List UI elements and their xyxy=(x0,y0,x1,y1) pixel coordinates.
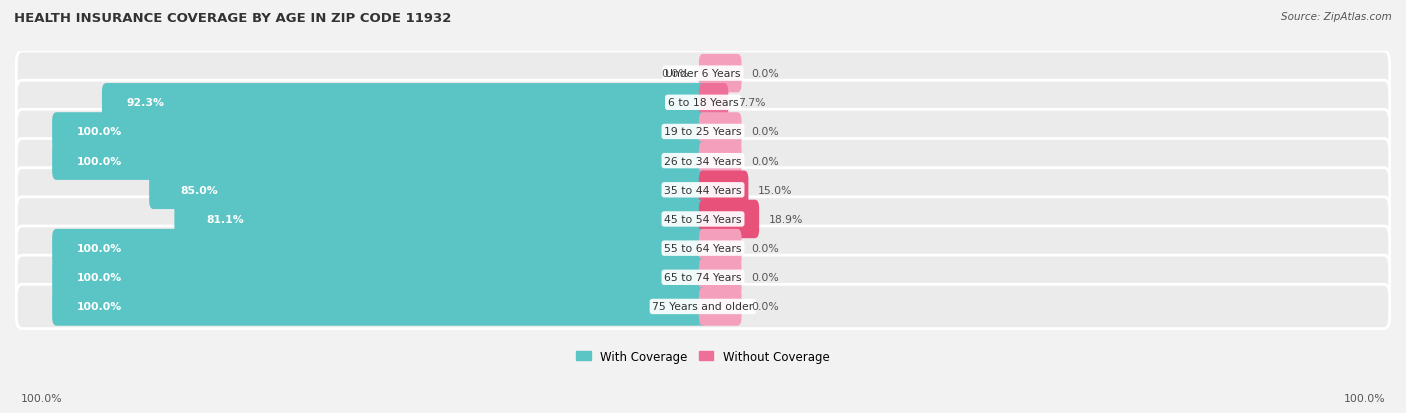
Text: Source: ZipAtlas.com: Source: ZipAtlas.com xyxy=(1281,12,1392,22)
Text: 100.0%: 100.0% xyxy=(1343,393,1385,403)
Text: 75 Years and older: 75 Years and older xyxy=(652,302,754,312)
Text: 92.3%: 92.3% xyxy=(127,98,165,108)
FancyBboxPatch shape xyxy=(699,113,741,151)
FancyBboxPatch shape xyxy=(699,171,748,209)
Text: 0.0%: 0.0% xyxy=(661,69,689,79)
FancyBboxPatch shape xyxy=(17,52,1389,96)
Text: 45 to 54 Years: 45 to 54 Years xyxy=(664,214,742,224)
Text: 7.7%: 7.7% xyxy=(738,98,765,108)
Text: 100.0%: 100.0% xyxy=(21,393,63,403)
Text: 100.0%: 100.0% xyxy=(77,273,122,282)
Text: 0.0%: 0.0% xyxy=(751,302,779,312)
FancyBboxPatch shape xyxy=(52,229,707,268)
Text: 81.1%: 81.1% xyxy=(207,214,243,224)
FancyBboxPatch shape xyxy=(17,256,1389,300)
Text: 85.0%: 85.0% xyxy=(181,185,218,195)
FancyBboxPatch shape xyxy=(17,168,1389,212)
Text: 0.0%: 0.0% xyxy=(751,127,779,137)
Text: 0.0%: 0.0% xyxy=(751,244,779,254)
Text: 18.9%: 18.9% xyxy=(769,214,803,224)
Text: Under 6 Years: Under 6 Years xyxy=(665,69,741,79)
Text: 100.0%: 100.0% xyxy=(77,302,122,312)
FancyBboxPatch shape xyxy=(149,171,707,209)
FancyBboxPatch shape xyxy=(17,197,1389,242)
FancyBboxPatch shape xyxy=(17,110,1389,154)
Legend: With Coverage, Without Coverage: With Coverage, Without Coverage xyxy=(572,345,834,368)
FancyBboxPatch shape xyxy=(17,285,1389,329)
FancyBboxPatch shape xyxy=(699,84,728,122)
Text: 26 to 34 Years: 26 to 34 Years xyxy=(664,156,742,166)
FancyBboxPatch shape xyxy=(699,229,741,268)
Text: 35 to 44 Years: 35 to 44 Years xyxy=(664,185,742,195)
FancyBboxPatch shape xyxy=(699,259,741,297)
FancyBboxPatch shape xyxy=(17,81,1389,125)
Text: 0.0%: 0.0% xyxy=(751,156,779,166)
FancyBboxPatch shape xyxy=(174,200,707,239)
Text: 15.0%: 15.0% xyxy=(758,185,793,195)
Text: 19 to 25 Years: 19 to 25 Years xyxy=(664,127,742,137)
Text: 100.0%: 100.0% xyxy=(77,127,122,137)
FancyBboxPatch shape xyxy=(699,200,759,239)
Text: 100.0%: 100.0% xyxy=(77,244,122,254)
FancyBboxPatch shape xyxy=(699,55,741,93)
Text: 55 to 64 Years: 55 to 64 Years xyxy=(664,244,742,254)
FancyBboxPatch shape xyxy=(699,142,741,180)
FancyBboxPatch shape xyxy=(103,84,707,122)
FancyBboxPatch shape xyxy=(52,287,707,326)
FancyBboxPatch shape xyxy=(52,142,707,180)
FancyBboxPatch shape xyxy=(17,139,1389,183)
Text: 6 to 18 Years: 6 to 18 Years xyxy=(668,98,738,108)
FancyBboxPatch shape xyxy=(699,287,741,326)
Text: 65 to 74 Years: 65 to 74 Years xyxy=(664,273,742,282)
Text: 0.0%: 0.0% xyxy=(751,273,779,282)
FancyBboxPatch shape xyxy=(52,259,707,297)
Text: 0.0%: 0.0% xyxy=(751,69,779,79)
Text: 100.0%: 100.0% xyxy=(77,156,122,166)
FancyBboxPatch shape xyxy=(52,113,707,151)
Text: HEALTH INSURANCE COVERAGE BY AGE IN ZIP CODE 11932: HEALTH INSURANCE COVERAGE BY AGE IN ZIP … xyxy=(14,12,451,25)
FancyBboxPatch shape xyxy=(17,226,1389,271)
